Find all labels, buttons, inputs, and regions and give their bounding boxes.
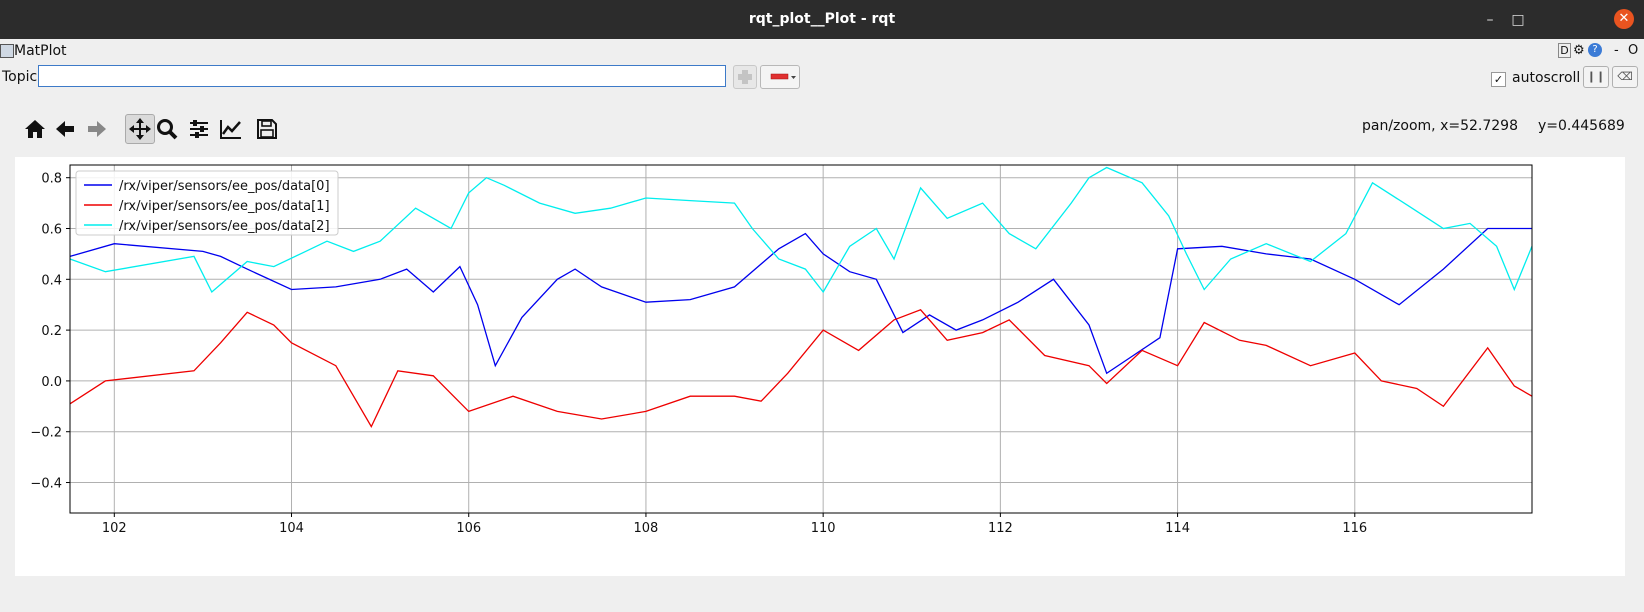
x-tick-label: 104 bbox=[279, 521, 304, 536]
axes-frame bbox=[69, 164, 1533, 514]
close-plugin-button[interactable]: O bbox=[1628, 43, 1639, 58]
series-line bbox=[69, 166, 1533, 294]
minimize-icon[interactable]: – bbox=[1486, 12, 1494, 28]
x-tick-label: 112 bbox=[988, 521, 1013, 536]
legend-label: /rx/viper/sensors/ee_pos/data[1] bbox=[119, 199, 330, 214]
settings-icon[interactable]: ⚙ bbox=[1573, 43, 1585, 58]
add-topic-button[interactable] bbox=[733, 65, 757, 89]
cursor-coordinates: pan/zoom, x=52.7298 y=0.445689 bbox=[1362, 118, 1625, 134]
app-icon bbox=[0, 44, 14, 58]
topic-label: Topic bbox=[2, 69, 38, 85]
clear-button[interactable]: ⌫ bbox=[1612, 66, 1638, 88]
remove-topic-button[interactable] bbox=[760, 65, 800, 89]
pan-icon[interactable] bbox=[125, 114, 155, 144]
legend-box bbox=[75, 170, 339, 236]
x-tick-label: 114 bbox=[1165, 521, 1190, 536]
y-readout: y=0.445689 bbox=[1537, 118, 1625, 134]
x-tick-label: 108 bbox=[634, 521, 659, 536]
dock-button[interactable]: D bbox=[1558, 43, 1571, 58]
y-tick-label: 0.2 bbox=[41, 324, 62, 339]
edit-curves-icon[interactable] bbox=[216, 114, 246, 144]
save-icon[interactable] bbox=[252, 114, 282, 144]
x-tick-label: 102 bbox=[102, 521, 127, 536]
y-tick-label: 0.4 bbox=[41, 273, 62, 288]
window-titlebar: rqt_plot__Plot - rqt – □ ✕ bbox=[0, 0, 1644, 39]
menubar: MatPlot D ⚙ ? - O bbox=[0, 40, 1644, 64]
mode-readout: pan/zoom, x=52.7298 bbox=[1362, 118, 1518, 134]
autoscroll-checkbox[interactable]: ✓ bbox=[1491, 72, 1506, 87]
forward-icon[interactable] bbox=[82, 114, 112, 144]
window-title: rqt_plot__Plot - rqt bbox=[748, 11, 896, 27]
y-tick-label: −0.4 bbox=[30, 477, 62, 492]
minus-icon bbox=[770, 73, 796, 80]
plot-canvas[interactable]: 102 104 106 108 110 112 114 116 0.8 0.6 0.4 0.2 0.0 −… bbox=[15, 157, 1625, 576]
x-tick-label: 116 bbox=[1342, 521, 1367, 536]
y-tick-label: 0.0 bbox=[41, 375, 62, 390]
y-tick-label: 0.8 bbox=[41, 172, 62, 187]
autoscroll-label: autoscroll bbox=[1512, 70, 1581, 86]
autoscroll-toggle[interactable]: ✓ autoscroll bbox=[1491, 70, 1580, 87]
maximize-icon[interactable]: □ bbox=[1511, 12, 1525, 28]
help-icon[interactable]: ? bbox=[1588, 43, 1602, 57]
back-icon[interactable] bbox=[50, 114, 80, 144]
x-tick-label: 110 bbox=[811, 521, 836, 536]
topic-input[interactable] bbox=[38, 65, 726, 87]
y-tick-label: 0.6 bbox=[41, 223, 62, 238]
close-icon[interactable]: ✕ bbox=[1614, 9, 1634, 29]
home-icon[interactable] bbox=[20, 114, 50, 144]
plugin-label: MatPlot bbox=[14, 43, 67, 59]
minimize-plugin-button[interactable]: - bbox=[1614, 43, 1619, 58]
legend-label: /rx/viper/sensors/ee_pos/data[2] bbox=[119, 219, 330, 234]
configure-icon[interactable] bbox=[184, 114, 214, 144]
plus-icon bbox=[738, 70, 752, 84]
legend-label: /rx/viper/sensors/ee_pos/data[0] bbox=[119, 179, 330, 194]
series-line bbox=[69, 309, 1533, 428]
plot-svg[interactable]: 102 104 106 108 110 112 114 116 0.8 0.6 0.4 0.2 0.0 −… bbox=[15, 157, 1625, 576]
x-tick-label: 106 bbox=[456, 521, 481, 536]
zoom-icon[interactable] bbox=[152, 114, 182, 144]
series-line bbox=[69, 227, 1532, 375]
pause-button[interactable]: ❙❙ bbox=[1583, 66, 1609, 88]
legend: /rx/viper/sensors/ee_pos/data[0] /rx/vipe… bbox=[75, 170, 339, 236]
y-tick-label: −0.2 bbox=[30, 426, 62, 441]
topic-row: Topic ✓ autoscroll ❙❙ ⌫ bbox=[0, 64, 1644, 92]
